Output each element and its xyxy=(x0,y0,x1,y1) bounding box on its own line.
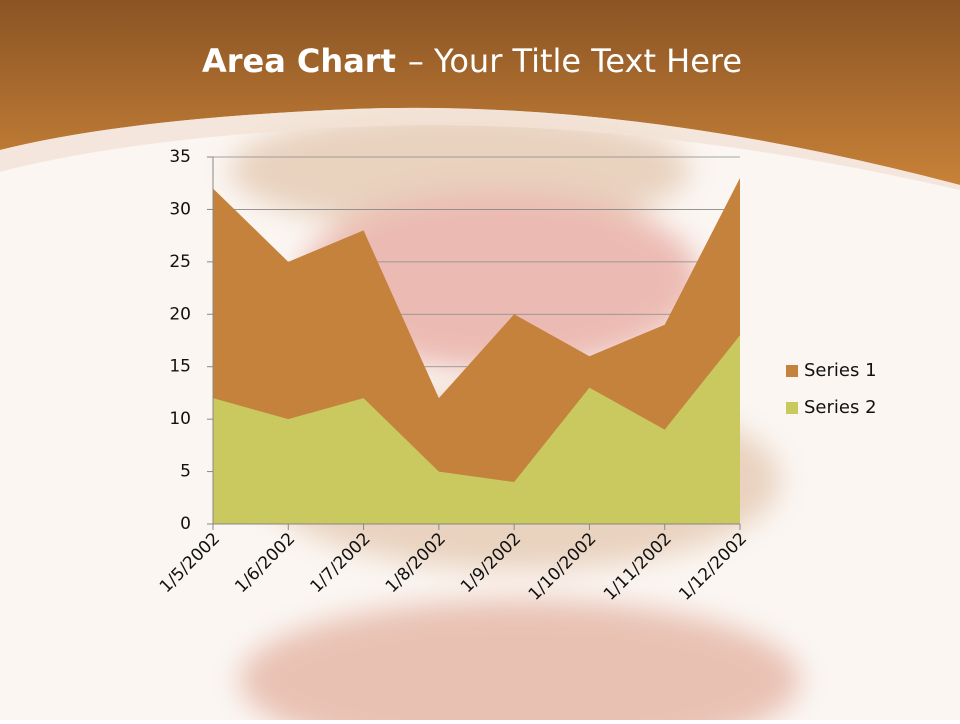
y-tick-label: 0 xyxy=(180,514,191,534)
y-tick-label: 5 xyxy=(180,462,191,482)
legend-swatch xyxy=(786,365,798,377)
title-rest: – Your Title Text Here xyxy=(408,42,742,80)
legend: Series 1 Series 2 xyxy=(786,360,877,418)
areas xyxy=(213,177,740,524)
header-swoosh xyxy=(0,107,960,190)
y-tick-label: 20 xyxy=(169,304,191,324)
legend-label: Series 2 xyxy=(804,397,877,418)
y-tick-label: 25 xyxy=(169,252,191,272)
header-band xyxy=(0,0,960,185)
title-bold: Area Chart xyxy=(202,42,396,80)
y-tick-label: 15 xyxy=(169,357,191,377)
y-tick-label: 30 xyxy=(169,199,191,219)
legend-swatch xyxy=(786,402,798,414)
y-tick-label: 10 xyxy=(169,409,191,429)
chart-title: Area Chart – Your Title Text Here xyxy=(202,42,742,80)
y-tick-label: 35 xyxy=(169,147,191,167)
legend-label: Series 1 xyxy=(804,360,877,381)
area xyxy=(213,335,740,524)
